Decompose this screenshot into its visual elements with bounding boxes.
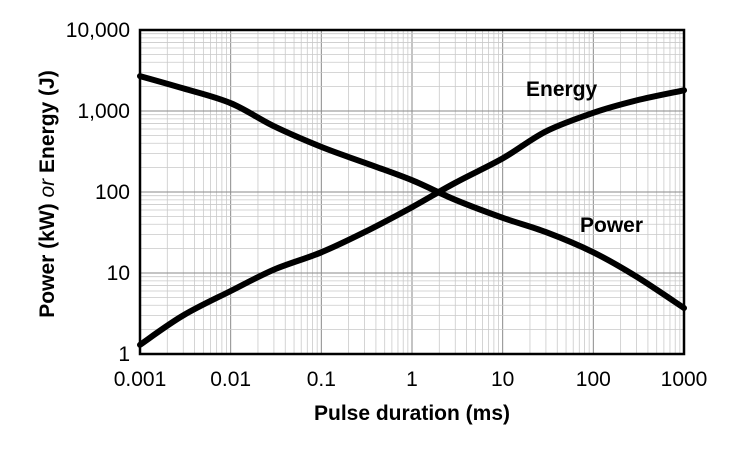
series-line-power bbox=[137, 73, 687, 311]
y-tick-label: 10,000 bbox=[66, 19, 130, 42]
series-label-power: Power bbox=[580, 214, 643, 237]
x-tick-label: 0.001 bbox=[114, 368, 167, 391]
x-tick-label: 1 bbox=[406, 368, 418, 391]
y-tick-label: 1,000 bbox=[77, 100, 130, 123]
series-label-energy: Energy bbox=[526, 78, 598, 101]
curves bbox=[137, 73, 687, 348]
x-tick-label: 1000 bbox=[661, 368, 708, 391]
x-tick-label: 100 bbox=[576, 368, 611, 391]
grid bbox=[140, 30, 684, 354]
y-tick-label: 10 bbox=[107, 262, 130, 285]
y-tick-labels: 1 10 100 1,000 10,000 bbox=[66, 19, 130, 366]
x-axis-title: Pulse duration (ms) bbox=[314, 402, 510, 425]
x-tick-label: 10 bbox=[491, 368, 514, 391]
x-tick-label: 0.1 bbox=[307, 368, 336, 391]
plot-frame bbox=[138, 28, 686, 356]
y-tick-label: 100 bbox=[95, 181, 130, 204]
y-axis-title-part-3: Energy (J) bbox=[36, 70, 59, 179]
y-tick-label: 1 bbox=[118, 343, 130, 366]
x-tick-label: 0.01 bbox=[210, 368, 251, 391]
y-axis-title-part-1: Power (kW) bbox=[36, 198, 59, 318]
y-axis-title: Power (kW) or Energy (J) bbox=[36, 70, 59, 317]
x-tick-labels: 0.001 0.01 0.1 1 10 100 1000 bbox=[114, 368, 708, 391]
y-axis-title-part-2: or bbox=[36, 178, 59, 198]
series-line-energy bbox=[137, 87, 687, 348]
